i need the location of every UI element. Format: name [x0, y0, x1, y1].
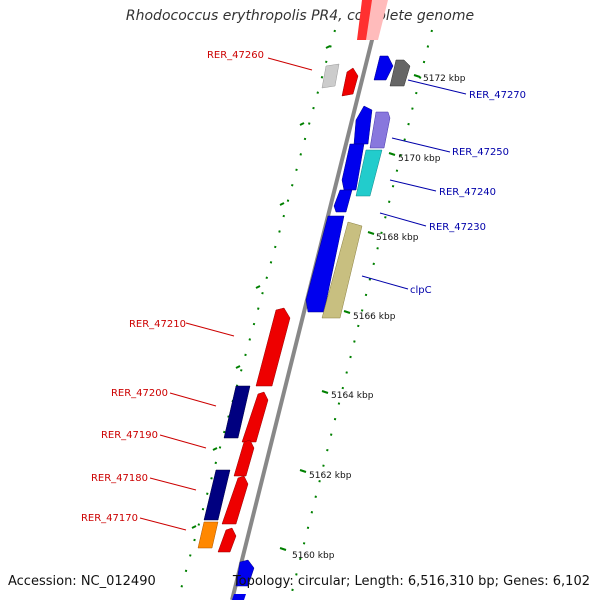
tick-mark [255, 285, 261, 289]
leader-line [389, 179, 437, 192]
tick-label: 5160 kbp [292, 551, 335, 561]
leader-line [361, 275, 409, 290]
gene-label: RER_47170 [81, 513, 138, 524]
gene-feature [355, 149, 383, 197]
gene-feature [197, 521, 219, 549]
leader-line [149, 477, 197, 491]
tick-mark [413, 74, 421, 78]
gene-feature [305, 215, 345, 313]
gene-label: RER_47240 [439, 187, 496, 198]
topology-text: Topology: circular; Length: 6,516,310 bp… [232, 574, 590, 589]
leader-line [407, 79, 467, 95]
leader-line [159, 434, 207, 449]
outer-guide-line [289, 29, 433, 600]
gene-label: RER_47200 [111, 388, 168, 399]
gene-feature [232, 594, 246, 600]
tick-mark [299, 469, 307, 473]
tick-mark [388, 152, 396, 156]
tick-mark [367, 231, 375, 235]
map-title: Rhodococcus erythropolis PR4, complete g… [125, 8, 475, 24]
gene-label: clpC [410, 285, 432, 296]
gene-feature [373, 55, 394, 81]
tick-marks [191, 45, 421, 551]
gene-label: RER_47210 [129, 319, 186, 330]
tick-mark [321, 390, 329, 394]
tick-label: 5166 kbp [353, 312, 396, 322]
gene-feature [321, 63, 340, 89]
gene-feature [235, 559, 255, 587]
tick-mark [279, 547, 287, 551]
leader-line [267, 57, 313, 71]
inner-guide-line [177, 29, 336, 600]
tick-label: 5168 kbp [376, 233, 419, 243]
gene-feature [389, 59, 411, 87]
gene-feature [221, 475, 249, 525]
gene-label: RER_47260 [207, 50, 264, 61]
tick-mark [235, 365, 241, 369]
tick-label: 5164 kbp [331, 391, 374, 401]
gene-label: RER_47230 [429, 222, 486, 233]
gene-feature [357, 0, 372, 40]
leader-line [185, 322, 235, 337]
tick-mark [212, 447, 218, 451]
gene-label: RER_47180 [91, 473, 148, 484]
leader-line [391, 137, 451, 153]
tick-label: 5170 kbp [398, 154, 441, 164]
gene-feature [203, 469, 231, 521]
gene-feature [321, 221, 363, 319]
gene-feature [241, 391, 269, 443]
gene-label: RER_47270 [469, 90, 526, 101]
gene-features [197, 0, 411, 600]
leader-line [139, 517, 187, 531]
tick-mark [299, 122, 305, 126]
tick-label: 5172 kbp [423, 74, 466, 84]
gene-feature [341, 67, 359, 97]
gene-feature [255, 307, 291, 387]
leader-line [169, 392, 217, 407]
tick-mark [191, 525, 197, 529]
gene-feature [353, 105, 373, 145]
accession-text: Accession: NC_012490 [8, 574, 156, 589]
tick-mark [325, 45, 331, 49]
gene-feature [223, 385, 251, 439]
gene-feature [233, 439, 255, 477]
tick-mark [279, 202, 285, 206]
gene-label: RER_47190 [101, 430, 158, 441]
leader-line [379, 212, 427, 227]
gene-feature [333, 189, 353, 213]
gene-label: RER_47250 [452, 147, 509, 158]
tick-label: 5162 kbp [309, 471, 352, 481]
tick-mark [343, 310, 351, 314]
gene-feature [369, 111, 391, 149]
gene-feature [217, 527, 237, 553]
